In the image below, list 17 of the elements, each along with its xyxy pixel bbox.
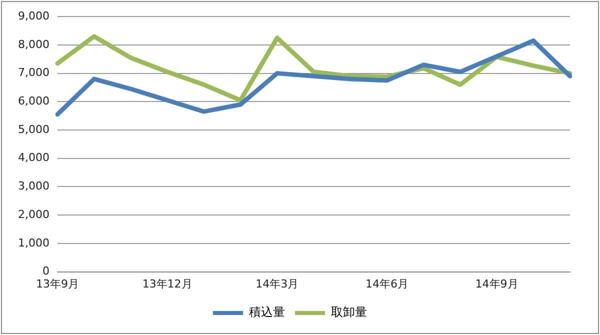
x-tick-label: 13年12月 <box>142 277 192 290</box>
y-tick-label: 2,000 <box>18 208 50 221</box>
y-tick-label: 3,000 <box>18 180 50 193</box>
y-tick-label: 7,000 <box>18 66 50 80</box>
y-tick-label: 1,000 <box>18 236 50 250</box>
legend-label: 取卸量 <box>331 305 367 320</box>
y-tick-label: 9,000 <box>18 9 50 22</box>
x-tick-label: 13年9月 <box>36 277 79 290</box>
x-tick-label: 14年6月 <box>365 277 408 290</box>
legend-label: 積込量 <box>249 305 285 320</box>
y-tick-label: 6,000 <box>18 94 50 108</box>
y-tick-label: 0 <box>42 264 50 278</box>
y-tick-label: 4,000 <box>18 151 50 164</box>
y-tick-label: 8,000 <box>18 38 50 51</box>
y-tick-label: 5,000 <box>18 122 50 136</box>
x-tick-label: 14年9月 <box>475 277 518 290</box>
x-tick-label: 14年3月 <box>256 277 299 290</box>
